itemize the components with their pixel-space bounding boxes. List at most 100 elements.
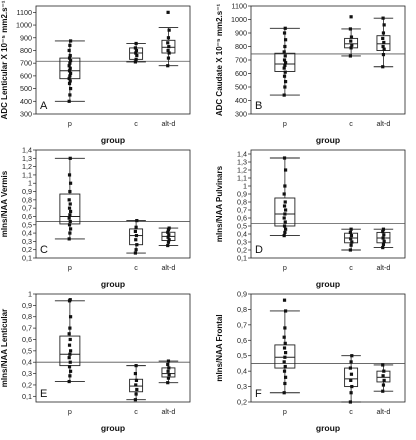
data-point [68, 209, 73, 214]
data-point [133, 46, 137, 50]
y-tick-label: 800 [235, 42, 247, 51]
data-point [68, 59, 73, 63]
data-point [282, 204, 287, 208]
data-point [283, 355, 287, 359]
data-point [283, 351, 288, 355]
panel-letter: B [255, 100, 262, 112]
data-point [350, 384, 354, 389]
panel-letter: E [40, 388, 47, 400]
y-tick-label: 1 [28, 290, 32, 299]
data-point [283, 63, 287, 67]
data-point [67, 237, 71, 241]
data-point [67, 69, 72, 73]
data-point [133, 371, 137, 376]
data-point [166, 240, 171, 244]
data-point [350, 43, 354, 47]
data-point [349, 372, 354, 376]
data-point [283, 364, 287, 369]
y-tick-label: 0,4 [22, 358, 32, 367]
panel-letter: D [255, 244, 263, 256]
data-point [166, 359, 171, 363]
data-point [167, 233, 171, 237]
data-point [283, 168, 288, 172]
y-tick-label: 1,4 [237, 150, 247, 159]
y-axis-label: mIns/NAA Pulvinars [215, 165, 224, 242]
data-point [282, 93, 286, 97]
data-point [166, 48, 170, 53]
x-category-label: p [283, 407, 287, 416]
y-tick-label: 0,8 [237, 198, 247, 207]
data-point [68, 71, 73, 75]
data-point [134, 383, 138, 387]
y-tick-label: 500 [235, 83, 247, 92]
data-point [349, 234, 354, 238]
data-point [68, 66, 72, 70]
data-point [134, 238, 138, 242]
y-tick-label: 0,8 [22, 312, 32, 321]
y-tick-label: 1,2 [22, 162, 32, 171]
data-point [67, 343, 72, 347]
data-point [167, 238, 171, 242]
y-axis-label: mIns/NAA Vermis [0, 170, 9, 237]
data-point [68, 39, 73, 43]
data-point [381, 53, 386, 57]
x-category-label: c [134, 407, 138, 416]
data-point [68, 227, 73, 231]
data-point [382, 239, 386, 243]
data-point [282, 58, 287, 62]
y-tick-label: 400 [235, 96, 247, 105]
x-category-label: p [283, 263, 287, 272]
data-point [283, 54, 287, 58]
data-point [67, 332, 71, 336]
data-point [68, 360, 72, 364]
y-tick-label: 0,1 [22, 392, 32, 401]
data-point [167, 28, 171, 32]
data-point [282, 216, 286, 220]
chart-panel-b: 300 400 500 600 700 800 900 1000 1100 p c alt-d Bgro… [215, 2, 406, 145]
data-point [283, 208, 288, 212]
data-point [381, 363, 385, 367]
y-tick-label: 900 [235, 29, 247, 38]
data-point [382, 369, 386, 373]
data-point [381, 236, 385, 240]
data-point [349, 227, 353, 231]
data-point [135, 219, 139, 223]
y-tick-label: 900 [20, 33, 32, 42]
y-tick-label: 0,9 [22, 301, 32, 310]
data-point [68, 61, 72, 65]
y-tick-label: 0,7 [22, 324, 32, 333]
y-tick-label: 1 [28, 179, 32, 188]
data-point [348, 230, 352, 234]
data-point [166, 362, 170, 367]
plot-frame [35, 149, 191, 259]
data-point [282, 66, 286, 70]
y-tick-label: 1,1 [237, 174, 247, 183]
y-tick-label: 0,2 [22, 245, 32, 254]
y-tick-label: 700 [235, 56, 247, 65]
data-point [349, 35, 354, 39]
y-tick-label: 0,6 [237, 214, 247, 223]
data-point [68, 181, 73, 185]
y-tick-label: 1000 [231, 15, 247, 24]
y-tick-label: 0,7 [237, 320, 247, 329]
y-tick-label: 400 [20, 97, 32, 106]
data-point [167, 51, 171, 55]
y-tick-label: 700 [20, 59, 32, 68]
y-tick-label: 0,5 [22, 346, 32, 355]
data-point [282, 360, 286, 364]
data-point [381, 230, 385, 234]
data-point [282, 234, 286, 238]
data-point [283, 184, 287, 188]
data-point [282, 369, 287, 373]
x-axis-label: group [101, 423, 125, 433]
data-point [283, 38, 288, 42]
data-point [134, 51, 138, 55]
data-point [282, 74, 287, 78]
data-point [381, 31, 386, 35]
data-point [166, 228, 171, 232]
data-point [68, 374, 72, 378]
data-point [283, 341, 287, 345]
data-point [348, 27, 352, 31]
data-point [166, 243, 170, 248]
